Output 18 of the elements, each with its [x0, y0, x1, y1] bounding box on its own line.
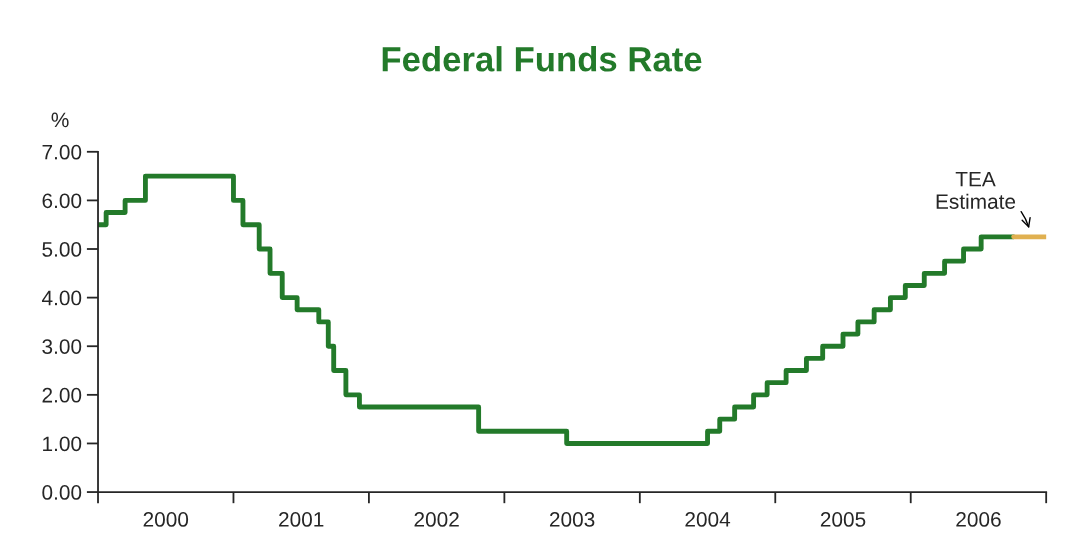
y-tick-label: 4.00	[41, 290, 82, 306]
x-tick-label: 2002	[414, 512, 459, 527]
y-tick-label: 0.00	[42, 485, 82, 500]
y-tick-label: 5.00	[42, 242, 82, 257]
x-tick-label: 2005	[820, 512, 866, 527]
y-axis-title: %	[51, 112, 69, 128]
x-tick-label: 2003	[549, 512, 595, 527]
annotation: TEA Estimate	[936, 171, 1016, 209]
y-tick-label: 2.00	[42, 387, 82, 403]
x-tick-label: 2000	[143, 512, 189, 527]
y-tick-label: 7.00	[42, 144, 82, 160]
y-tick-label: 1.00	[43, 436, 82, 452]
x-tick-label: 2001	[279, 512, 324, 527]
y-tick-label: 3.00	[42, 339, 82, 354]
x-tick-label: 2006	[956, 512, 1001, 527]
chart-title: Federal Funds Rate	[382, 46, 702, 72]
x-tick-label: 2004	[685, 512, 731, 527]
y-tick-label: 6.00	[42, 193, 82, 209]
